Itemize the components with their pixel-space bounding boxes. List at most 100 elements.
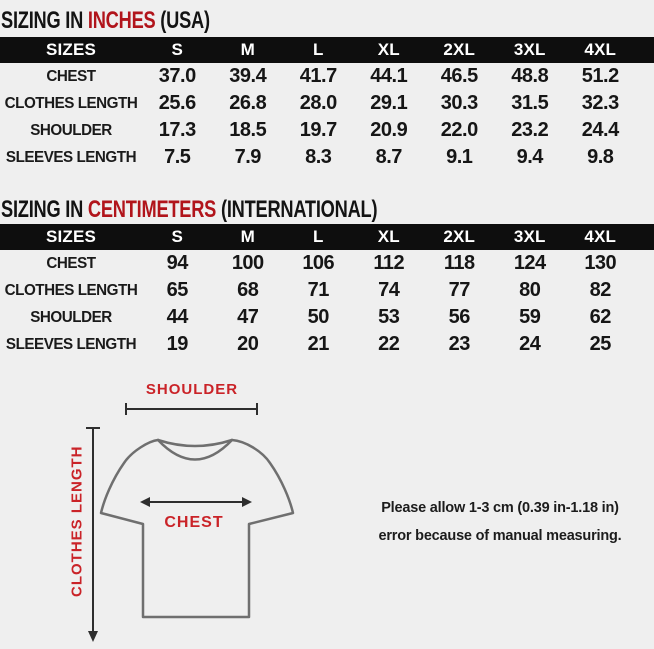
size-value: 65 — [166, 279, 189, 301]
size-value: 82 — [589, 279, 612, 301]
size-value: 41.7 — [299, 65, 337, 87]
size-value: 19.7 — [299, 119, 337, 141]
column-header-s: S — [171, 40, 184, 59]
size-value: 31.5 — [511, 92, 549, 114]
size-value: 44.1 — [370, 65, 408, 87]
column-header-xl: XL — [377, 227, 400, 246]
size-value: 68 — [237, 279, 259, 301]
column-header-l: L — [312, 227, 324, 246]
size-value: 62 — [589, 306, 612, 328]
size-value: 118 — [443, 252, 475, 274]
size-value: 24.4 — [581, 119, 619, 141]
size-value: 22 — [378, 333, 400, 355]
column-header-xl: XL — [377, 40, 400, 59]
size-value: 8.7 — [375, 146, 403, 168]
column-header-3xl: 3XL — [513, 40, 546, 59]
chest-measure-label: CHEST — [164, 514, 224, 531]
note-line-1: Please allow 1-3 cm (0.39 in-1.18 in) — [381, 500, 619, 516]
centimeters-section-title: SIZING IN CENTIMETERS (INTERNATIONAL) — [1, 196, 378, 224]
size-value: 32.3 — [581, 92, 619, 114]
row-label: CLOTHES LENGTH — [4, 94, 138, 112]
shoulder-measure-label: SHOULDER — [145, 381, 239, 398]
size-value: 94 — [166, 252, 189, 274]
size-value: 30.3 — [440, 92, 478, 114]
size-value: 51.2 — [581, 65, 619, 87]
shoulder-arrow — [125, 403, 258, 415]
size-value: 21 — [307, 333, 330, 355]
column-header-4xl: 4XL — [584, 227, 617, 246]
size-value: 22.0 — [440, 119, 478, 141]
table-row-sleeves-length: SLEEVES LENGTH 19 20 21 22 23 24 25 — [0, 331, 654, 358]
title-prefix: SIZING IN — [1, 196, 88, 223]
row-label: SHOULDER — [30, 308, 112, 326]
table-header-row: SIZES S M L XL 2XL 3XL 4XL — [0, 37, 654, 63]
size-value: 26.8 — [229, 92, 267, 114]
size-value: 77 — [448, 279, 471, 301]
table-row-clothes-length: CLOTHES LENGTH 25.6 26.8 28.0 29.1 30.3 … — [0, 90, 654, 117]
size-value: 37.0 — [158, 65, 196, 87]
table-header-row: SIZES S M L XL 2XL 3XL 4XL — [0, 224, 654, 250]
neckline-curve — [156, 438, 234, 461]
inches-section-title: SIZING IN INCHES (USA) — [1, 7, 210, 35]
column-header-s: S — [171, 227, 184, 246]
row-label: SHOULDER — [30, 121, 112, 139]
column-header-m: M — [240, 227, 255, 246]
size-value: 9.1 — [446, 146, 473, 168]
table-row-chest: CHEST 94 100 106 112 118 124 130 — [0, 250, 654, 277]
title-prefix: SIZING IN — [1, 7, 88, 34]
size-value: 130 — [584, 252, 617, 274]
size-value: 56 — [448, 306, 471, 328]
size-value: 17.3 — [158, 119, 196, 141]
size-value: 9.4 — [516, 146, 544, 168]
column-header-sizes: SIZES — [45, 40, 97, 59]
column-header-m: M — [240, 40, 255, 59]
title-suffix: (INTERNATIONAL) — [216, 196, 378, 223]
row-label: SLEEVES LENGTH — [5, 148, 137, 166]
column-header-l: L — [312, 40, 324, 59]
size-value: 53 — [378, 306, 400, 328]
size-value: 20 — [237, 333, 259, 355]
size-value: 50 — [307, 306, 330, 328]
size-value: 39.4 — [229, 65, 267, 87]
title-highlight-centimeters: CENTIMETERS — [87, 196, 217, 223]
size-value: 28.0 — [299, 92, 337, 114]
size-value: 20.9 — [370, 119, 408, 141]
column-header-4xl: 4XL — [584, 40, 617, 59]
row-label: SLEEVES LENGTH — [5, 335, 137, 353]
table-row-shoulder: SHOULDER 44 47 50 53 56 59 62 — [0, 304, 654, 331]
row-label: CHEST — [46, 254, 96, 272]
table-row-shoulder: SHOULDER 17.3 18.5 19.7 20.9 22.0 23.2 2… — [0, 117, 654, 144]
table-row-clothes-length: CLOTHES LENGTH 65 68 71 74 77 80 82 — [0, 277, 654, 304]
size-value: 9.8 — [587, 146, 614, 168]
size-value: 23.2 — [511, 119, 549, 141]
size-value: 25 — [589, 333, 612, 355]
size-value: 46.5 — [440, 65, 478, 87]
size-value: 74 — [378, 279, 400, 301]
size-value: 71 — [307, 279, 330, 301]
size-table-centimeters: SIZES S M L XL 2XL 3XL 4XL CHEST 94 100 … — [0, 224, 654, 358]
size-value: 44 — [166, 306, 189, 328]
size-value: 106 — [302, 252, 335, 274]
table-row-chest: CHEST 37.0 39.4 41.7 44.1 46.5 48.8 51.2 — [0, 63, 654, 90]
size-value: 23 — [448, 333, 471, 355]
size-value: 124 — [513, 252, 546, 274]
title-suffix: (USA) — [155, 7, 210, 34]
row-label: CLOTHES LENGTH — [4, 281, 138, 299]
size-value: 112 — [373, 252, 405, 274]
note-line-2: error because of manual measuring. — [378, 528, 622, 544]
size-value: 48.8 — [511, 65, 549, 87]
table-row-sleeves-length: SLEEVES LENGTH 7.5 7.9 8.3 8.7 9.1 9.4 9… — [0, 144, 654, 171]
column-header-3xl: 3XL — [513, 227, 546, 246]
column-header-sizes: SIZES — [45, 227, 97, 246]
clothes-length-measure-label: CLOTHES LENGTH — [68, 445, 86, 597]
size-table-inches: SIZES S M L XL 2XL 3XL 4XL CHEST 37.0 39… — [0, 37, 654, 171]
size-value: 8.3 — [305, 146, 332, 168]
row-label: CHEST — [46, 67, 96, 85]
size-value: 100 — [231, 252, 264, 274]
size-value: 47 — [237, 306, 259, 328]
size-value: 59 — [519, 306, 541, 328]
measuring-tolerance-note: Please allow 1-3 cm (0.39 in-1.18 in) er… — [352, 494, 648, 550]
size-value: 80 — [519, 279, 541, 301]
size-value: 19 — [166, 333, 189, 355]
